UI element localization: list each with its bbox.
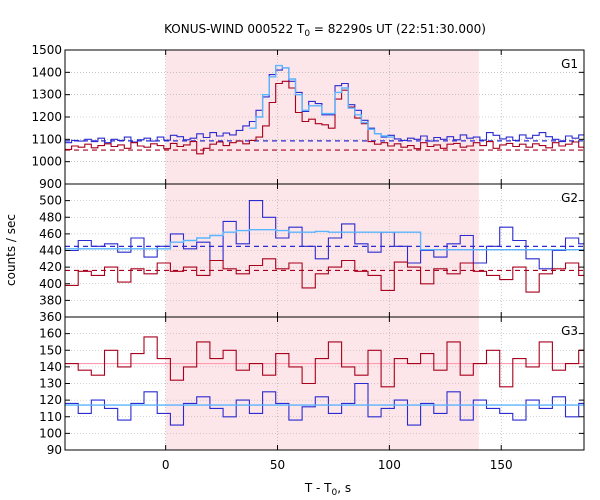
- y-tick-label: 110: [39, 410, 62, 424]
- x-tick-label: 100: [378, 458, 401, 472]
- y-tick-label: 400: [39, 277, 62, 291]
- y-tick-label: 150: [39, 343, 62, 357]
- y-tick-label: 1200: [31, 110, 62, 124]
- x-axis-title: T - T0, s: [304, 481, 351, 498]
- y-tick-label: 140: [39, 360, 62, 374]
- y-tick-label: 900: [39, 177, 62, 191]
- series-blue-g1: [65, 67, 584, 144]
- y-tick-label: 500: [39, 194, 62, 208]
- y-tick-label: 130: [39, 377, 62, 391]
- y-tick-label: 1400: [31, 65, 62, 79]
- y-tick-label: 160: [39, 327, 62, 341]
- y-tick-label: 460: [39, 227, 62, 241]
- y-tick-label: 1300: [31, 88, 62, 102]
- y-tick-label: 120: [39, 393, 62, 407]
- y-tick-label: 380: [39, 293, 62, 307]
- series-blue-g2: [65, 200, 584, 270]
- tick-layer: 900100011001200130014001500G136038040042…: [31, 43, 584, 472]
- grid-lines: [65, 50, 584, 450]
- series-red-g2: [65, 258, 584, 293]
- series-red-g3: [65, 336, 584, 388]
- x-tick-label: 150: [490, 458, 513, 472]
- shaded-interval-g1: [165, 50, 479, 184]
- y-tick-label: 360: [39, 310, 62, 324]
- y-tick-label: 90: [47, 443, 62, 457]
- series-layer: [65, 64, 584, 426]
- y-tick-label: 1500: [31, 43, 62, 57]
- y-axis-title: counts / sec: [4, 214, 18, 286]
- series-light_blue-g2: [65, 229, 584, 251]
- y-tick-label: 420: [39, 260, 62, 274]
- shaded-interval-g3: [165, 317, 479, 450]
- chart-title: KONUS-WIND 000522 T0 = 82290s UT (22:51:…: [164, 22, 486, 39]
- series-light_blue-g1: [249, 64, 395, 138]
- y-tick-label: 100: [39, 426, 62, 440]
- series-red-g1: [65, 80, 584, 155]
- x-tick-label: 0: [162, 458, 170, 472]
- panel-label-g3: G3: [561, 324, 578, 338]
- panel-label-g2: G2: [561, 191, 578, 205]
- y-tick-label: 480: [39, 210, 62, 224]
- panel-label-g1: G1: [561, 57, 578, 71]
- y-tick-label: 1000: [31, 155, 62, 169]
- y-tick-label: 440: [39, 244, 62, 258]
- y-tick-label: 1100: [31, 132, 62, 146]
- x-tick-label: 50: [270, 458, 285, 472]
